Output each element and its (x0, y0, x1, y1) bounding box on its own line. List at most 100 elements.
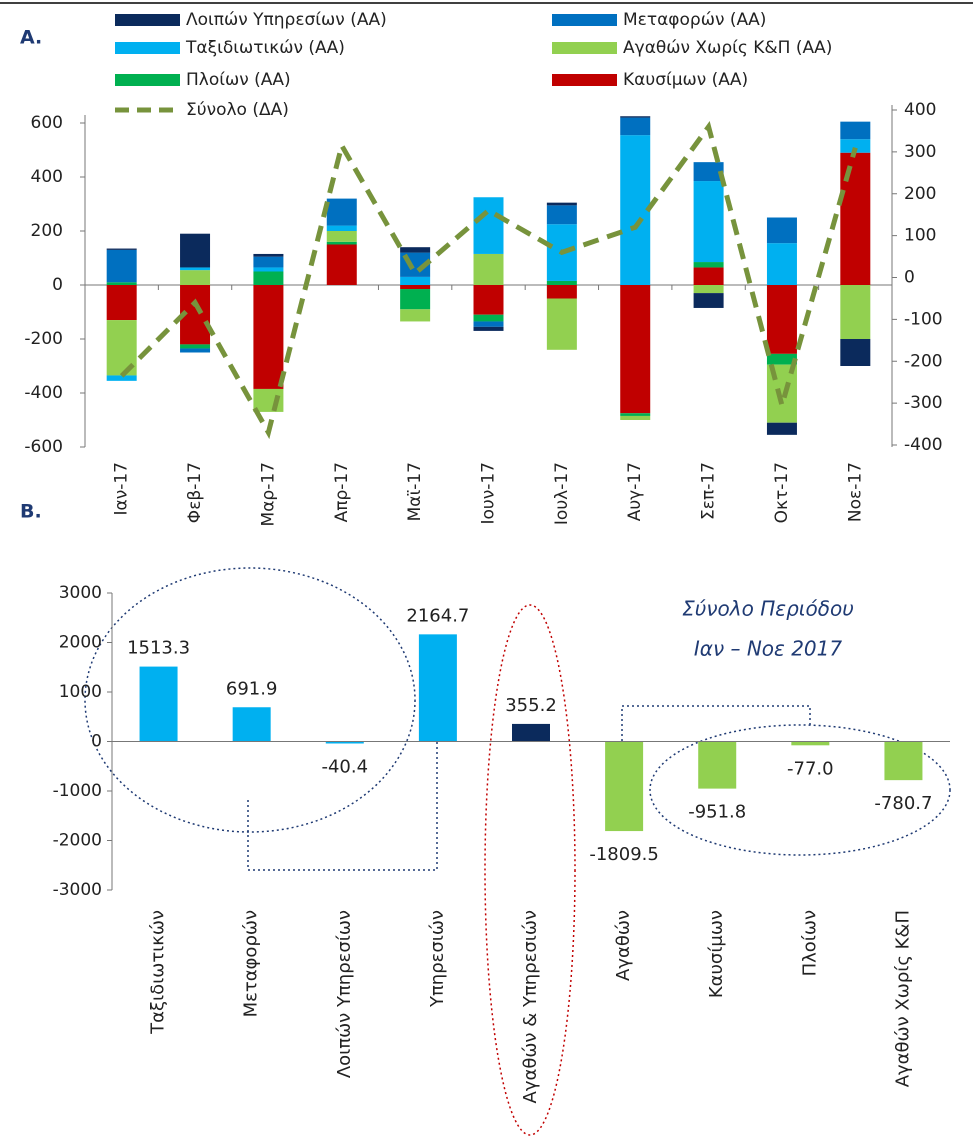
x-tick-label: Μαρ-17 (258, 462, 278, 526)
bar-segment (473, 197, 504, 254)
bar-segment (766, 217, 797, 244)
y-tick-label: 3000 (59, 583, 102, 603)
bar-segment (693, 262, 724, 268)
value-label: -780.7 (874, 793, 932, 814)
bar-segment (473, 253, 504, 285)
y2-tick-label: 0 (904, 268, 915, 288)
x-tick-label: Πλοίων (799, 910, 820, 976)
bar-segment (326, 225, 357, 231)
bar-segment (106, 375, 137, 381)
y2-tick-label: 300 (904, 142, 936, 162)
y-tick-label: 400 (31, 167, 63, 187)
bar-segment (180, 270, 211, 285)
bar-segment (473, 321, 504, 327)
y-tick-label: 600 (31, 113, 63, 133)
bar-segment (693, 267, 724, 285)
bar-segment (180, 348, 211, 353)
bar-segment (326, 231, 357, 242)
y-tick-label: -200 (24, 329, 63, 349)
x-tick-label: Αγαθών Χωρίς Κ&Π (892, 910, 913, 1087)
bar-segment (180, 344, 211, 349)
y2-tick-label: 200 (904, 184, 936, 204)
bar-segment (180, 267, 211, 271)
bar-segment (840, 339, 871, 366)
bar (791, 741, 830, 746)
legend-label: Αγαθών Χωρίς Κ&Π (ΑΑ) (623, 38, 832, 58)
group-ellipse (649, 724, 951, 856)
bar-segment (840, 139, 871, 153)
x-tick-label: Λοιπών Υπηρεσίων (334, 910, 355, 1078)
legend-label: Ταξιδιωτικών (ΑΑ) (185, 38, 345, 58)
bar-segment (693, 293, 724, 308)
x-tick-label: Αγαθών (613, 910, 634, 981)
bar-segment (693, 162, 724, 182)
x-tick-label: Νοε-17 (845, 462, 865, 522)
annotation: Ιαν – Νοε 2017 (694, 637, 843, 661)
panel-label: A. (20, 27, 42, 49)
y-tick-label: -1000 (53, 781, 102, 801)
total-line (119, 121, 858, 440)
legend-swatch (552, 42, 617, 54)
bar-segment (400, 289, 431, 310)
bar (512, 723, 550, 742)
group-ellipse (484, 604, 576, 1136)
bar-segment (180, 233, 211, 268)
bar-segment (546, 285, 577, 299)
bar-segment (473, 314, 504, 322)
legend-swatch (552, 14, 617, 26)
bar-segment (546, 280, 577, 285)
bar-segment (766, 353, 797, 365)
x-tick-label: Αυγ-17 (625, 462, 645, 521)
bar-segment (766, 243, 797, 285)
y-tick-label: -2000 (53, 831, 102, 851)
bar (139, 666, 178, 742)
bar-segment (400, 309, 431, 322)
value-label: 355.2 (505, 695, 557, 716)
bar-segment (620, 415, 651, 420)
connector (247, 648, 438, 871)
bar-segment (106, 249, 137, 283)
bar-segment (693, 181, 724, 263)
legend-swatch (115, 42, 180, 54)
bar-segment (840, 121, 871, 140)
y2-tick-label: 100 (904, 226, 936, 246)
bar-segment (326, 244, 357, 285)
bar-segment (106, 248, 137, 250)
y-tick-label: -3000 (53, 880, 102, 900)
bar-segment (106, 285, 137, 321)
bar-segment (620, 285, 651, 414)
legend-label: Πλοίων (ΑΑ) (186, 70, 291, 90)
panel-label: B. (20, 501, 42, 523)
value-label: -1809.5 (589, 844, 658, 865)
bar-segment (253, 253, 284, 257)
x-tick-label: Υπηρεσιών (427, 910, 448, 1008)
bar-segment (253, 285, 284, 389)
value-label: -951.8 (688, 802, 746, 823)
bar (232, 707, 271, 742)
y-tick-label: 200 (31, 221, 63, 241)
bar-segment (546, 202, 577, 206)
x-tick-label: Οκτ-17 (772, 462, 792, 523)
value-label: 2164.7 (406, 605, 469, 626)
y2-tick-label: 400 (904, 100, 936, 120)
x-tick-label: Φεβ-17 (185, 462, 205, 523)
y-tick-label: 0 (91, 732, 102, 752)
y-tick-label: -400 (24, 383, 63, 403)
bar-segment (840, 285, 871, 339)
x-tick-label: Ιουλ-17 (552, 462, 572, 525)
bar (884, 741, 923, 781)
value-label: -77.0 (787, 758, 834, 779)
y2-tick-label: -300 (904, 393, 943, 413)
legend-label: Λοιπών Υπηρεσίων (ΑΑ) (186, 10, 387, 30)
bar-segment (473, 285, 504, 315)
bar-segment (253, 271, 284, 285)
y2-tick-label: -400 (904, 435, 943, 455)
bar-segment (693, 285, 724, 294)
legend-label: Καυσίμων (ΑΑ) (623, 70, 748, 90)
y2-tick-label: -200 (904, 351, 943, 371)
bar-segment (326, 241, 357, 245)
value-label: 1513.3 (127, 638, 190, 659)
x-tick-label: Μεταφορών (241, 910, 262, 1017)
legend-swatch (552, 74, 617, 86)
bar-segment (620, 117, 651, 136)
